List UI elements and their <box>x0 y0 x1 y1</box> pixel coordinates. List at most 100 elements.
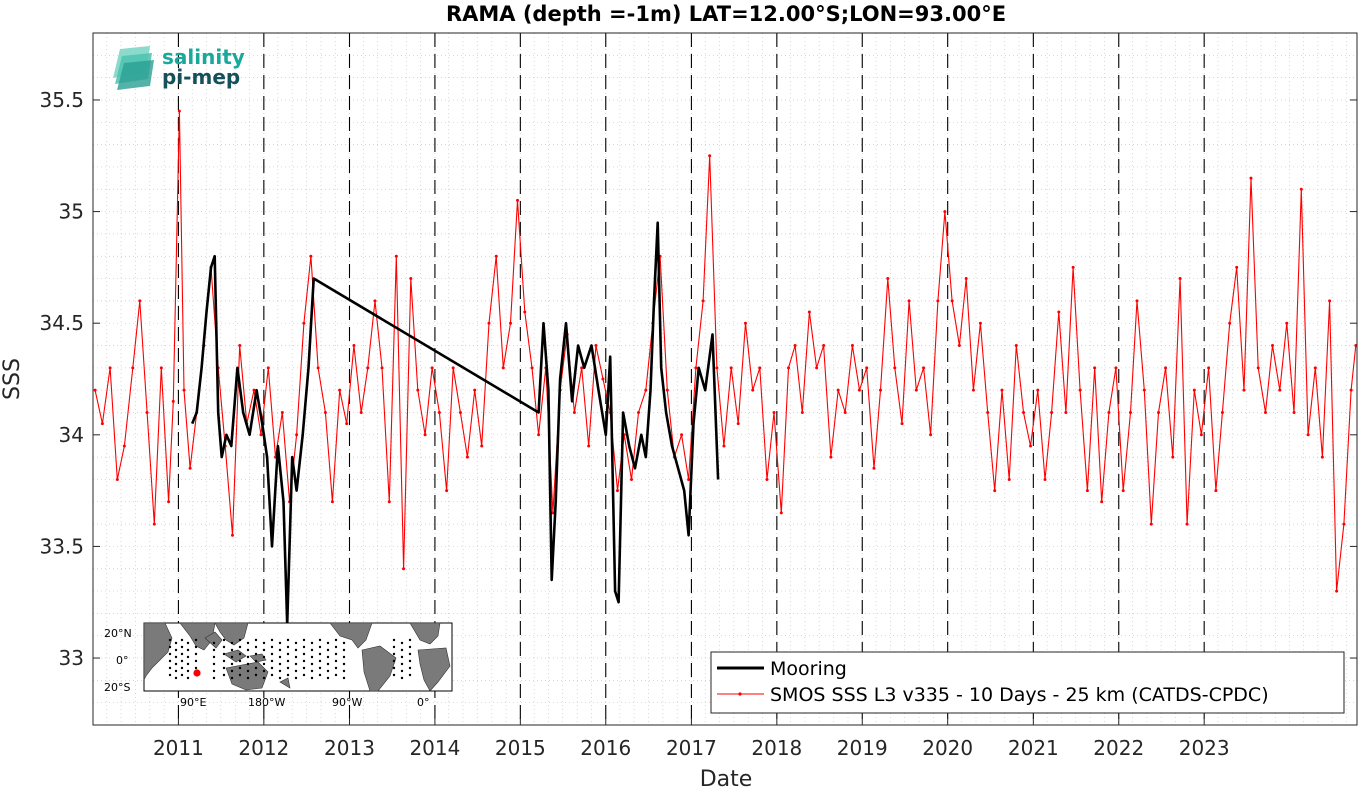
map-mooring-dot <box>270 659 274 663</box>
series-smos-point <box>1199 433 1203 437</box>
series-smos-point <box>1335 589 1339 593</box>
series-smos-point <box>950 299 954 303</box>
map-mooring-dot <box>302 659 306 663</box>
series-smos-point <box>551 511 555 515</box>
series-smos-point <box>373 299 377 303</box>
series-smos-point <box>736 422 740 426</box>
map-mooring-dot <box>342 676 346 680</box>
series-smos-point <box>1220 410 1224 414</box>
series-smos-point <box>387 500 391 504</box>
x-tick-label: 2014 <box>409 736 460 760</box>
map-mooring-dot <box>326 648 330 652</box>
series-smos-point <box>530 366 534 370</box>
series-smos-point <box>865 366 869 370</box>
series-smos-point <box>416 388 420 392</box>
series-smos-point <box>1043 477 1047 481</box>
series-smos-point <box>1114 366 1118 370</box>
series-smos-point <box>451 366 455 370</box>
series-smos-point <box>131 366 135 370</box>
series-smos-point <box>188 466 192 470</box>
series-smos-point <box>402 567 406 571</box>
series-smos-point <box>266 366 270 370</box>
series-smos-point <box>359 410 363 414</box>
map-mooring-dot <box>294 662 298 666</box>
series-smos-point <box>1242 388 1246 392</box>
series-smos-point <box>743 321 747 325</box>
series-smos-point <box>458 410 462 414</box>
map-mooring-dot <box>180 638 184 642</box>
series-smos-point <box>115 477 119 481</box>
x-tick-label: 2013 <box>324 736 375 760</box>
legend: Mooring SMOS SSS L3 v335 - 10 Days - 25 … <box>710 651 1345 714</box>
series-layer <box>93 109 1358 626</box>
map-mooring-dot <box>318 645 322 649</box>
series-smos-point <box>807 310 811 314</box>
series-smos-point <box>637 410 641 414</box>
map-mooring-dot <box>318 666 322 670</box>
map-mooring-dot <box>262 662 266 666</box>
map-mooring-dot <box>186 662 190 666</box>
map-mooring-dot <box>294 655 298 659</box>
map-mooring-dot <box>230 669 234 673</box>
map-mooring-dot <box>286 666 290 670</box>
series-smos-point <box>430 366 434 370</box>
map-mooring-dot <box>408 673 412 677</box>
series-smos-point <box>352 344 356 348</box>
series-smos-point <box>872 466 876 470</box>
map-lon-label-3: 90°W <box>332 696 362 709</box>
series-smos-point <box>302 321 306 325</box>
map-mooring-dot <box>286 645 290 649</box>
series-smos-point <box>93 388 97 392</box>
map-mooring-dot <box>302 666 306 670</box>
x-tick-label: 2011 <box>153 736 204 760</box>
series-smos-point <box>765 477 769 481</box>
series-smos-point <box>409 277 413 281</box>
mooring-locations <box>168 638 412 680</box>
map-mooring-dot <box>310 669 314 673</box>
series-smos-point <box>829 455 833 459</box>
map-mooring-dot <box>342 655 346 659</box>
series-smos-point <box>986 410 990 414</box>
series-smos-point <box>1142 388 1146 392</box>
map-mooring-dot <box>194 638 198 642</box>
map-mooring-dot <box>302 638 306 642</box>
x-tick-label: 2017 <box>666 736 717 760</box>
series-smos-point <box>1306 433 1310 437</box>
map-mooring-dot <box>186 641 190 645</box>
series-smos-point <box>729 366 733 370</box>
map-mooring-dot <box>278 648 282 652</box>
map-mooring-dot <box>294 641 298 645</box>
map-mooring-dot <box>400 648 404 652</box>
series-smos-point <box>893 366 897 370</box>
series-smos-point <box>423 433 427 437</box>
series-smos-point <box>259 433 263 437</box>
series-smos-point <box>751 388 755 392</box>
map-mooring-dot <box>186 648 190 652</box>
map-mooring-dot <box>326 662 330 666</box>
map-mooring-dot <box>408 659 412 663</box>
series-smos-point <box>772 410 776 414</box>
series-smos-point <box>465 455 469 459</box>
series-smos-point <box>394 254 398 258</box>
x-axis: 2011 2012 2013 2014 2015 2016 2017 2018 2019 2020… <box>153 718 1230 760</box>
map-mooring-dot <box>238 659 242 663</box>
series-smos-point <box>708 154 712 158</box>
map-lon-label-2: 180°W <box>248 696 285 709</box>
series-smos-point <box>907 299 911 303</box>
series-smos-point <box>238 344 242 348</box>
inset-map: 20°N 0° 20°S 90°E 180°W 90°W 0° <box>104 622 453 709</box>
series-smos-point <box>850 344 854 348</box>
series-smos-point <box>345 422 349 426</box>
series-smos-point <box>1207 366 1211 370</box>
map-mooring-dot <box>222 652 226 656</box>
map-mooring-dot <box>400 641 404 645</box>
series-smos-point <box>182 388 186 392</box>
series-smos-point <box>1128 410 1132 414</box>
map-mooring-dot <box>246 669 250 673</box>
series-smos-point <box>280 410 284 414</box>
map-mooring-dot <box>294 648 298 652</box>
map-lat-label-1: 20°N <box>104 627 132 640</box>
x-tick-label: 2021 <box>1008 736 1059 760</box>
series-smos-point <box>523 310 527 314</box>
map-mooring-dot <box>174 669 178 673</box>
